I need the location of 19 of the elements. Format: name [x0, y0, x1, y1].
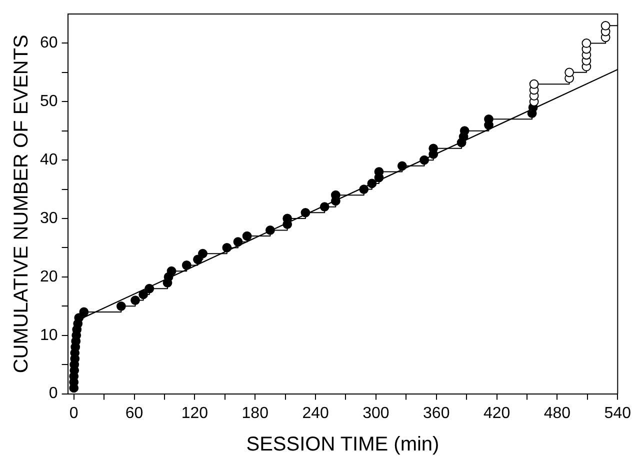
y-tick-label: 40 — [40, 151, 58, 168]
x-tick-label: 240 — [302, 404, 329, 422]
x-tick-label: 420 — [483, 404, 510, 422]
x-tick-label: 540 — [604, 404, 632, 422]
y-axis-title: CUMULATIVE NUMBER OF EVENTS — [10, 34, 33, 374]
y-tick-label: 20 — [40, 268, 58, 286]
y-tick-label: 50 — [40, 93, 58, 110]
y-tick-label: 10 — [40, 326, 58, 344]
x-tick-label: 60 — [125, 404, 144, 422]
y-tick-label: 0 — [48, 385, 58, 402]
y-tick-label: 60 — [40, 34, 58, 52]
x-tick-label: 300 — [362, 404, 390, 422]
x-axis-title: SESSION TIME (min) — [246, 434, 440, 456]
x-tick-label: 180 — [242, 404, 269, 422]
x-tick-label: 480 — [544, 404, 571, 422]
x-tick-label: 120 — [181, 404, 208, 422]
y-tick-label: 30 — [40, 210, 58, 227]
x-tick-label: 0 — [69, 404, 78, 422]
x-tick-label: 360 — [423, 404, 450, 422]
